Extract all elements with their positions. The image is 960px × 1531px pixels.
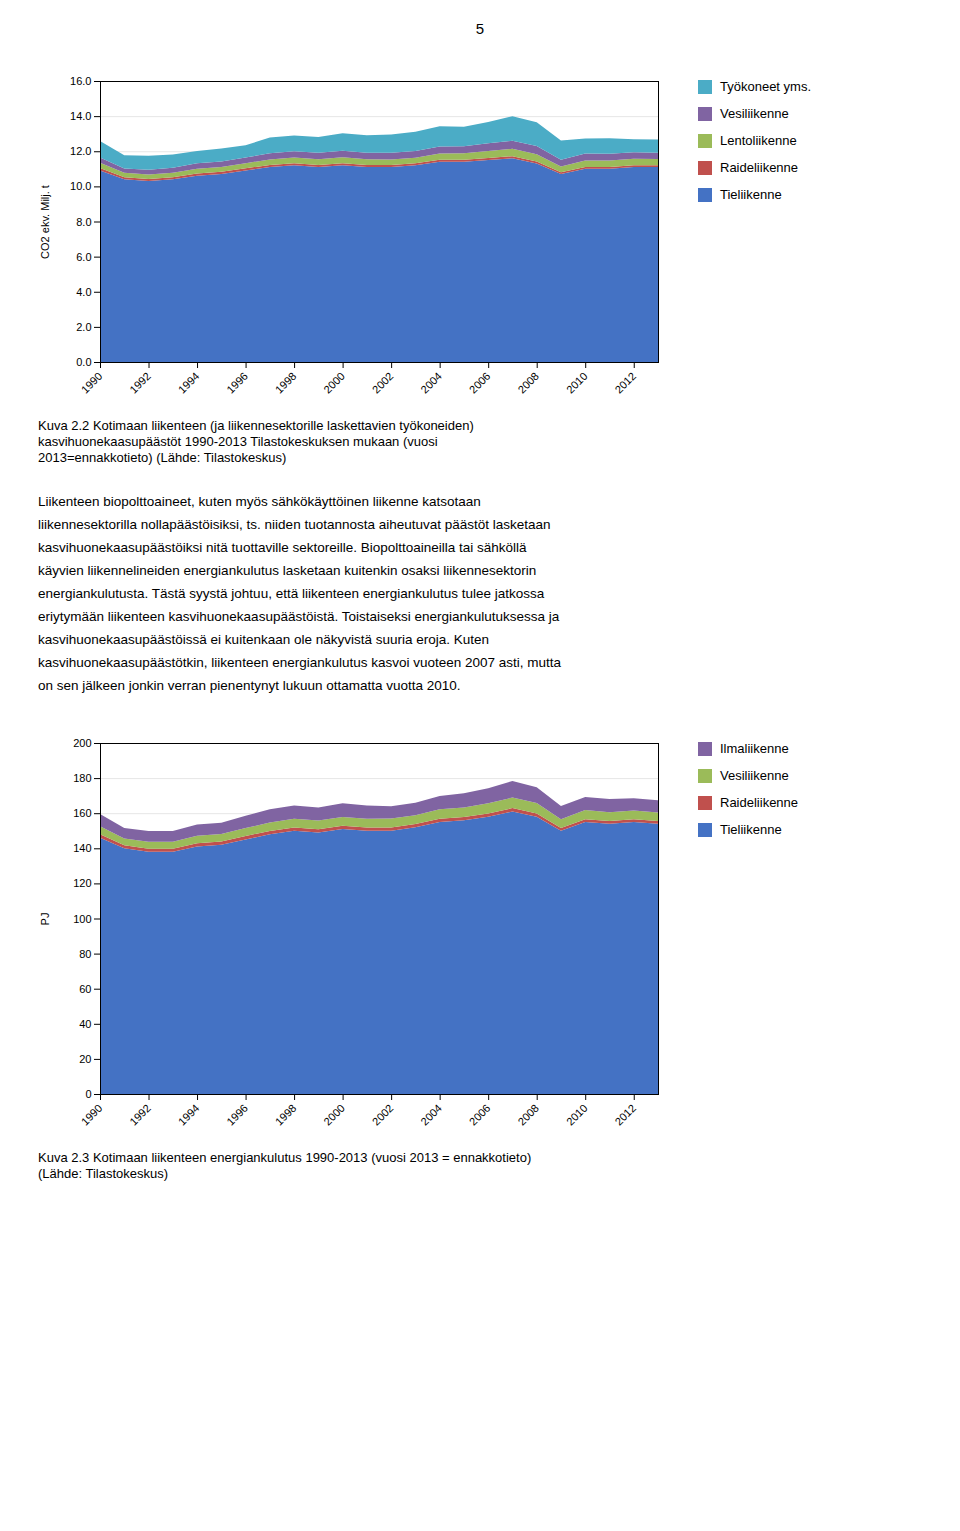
svg-text:20: 20 [79, 1053, 91, 1065]
svg-text:2006: 2006 [467, 1102, 493, 1128]
svg-text:2000: 2000 [321, 370, 347, 396]
html-text:liikennesektorilla nollapäästö: liikennesektorilla nollapäästöisiksi, ts… [38, 517, 551, 532]
html-text:Kuva 2.2 Kotimaan liikenteen (: Kuva 2.2 Kotimaan liikenteen (ja liikenn… [38, 418, 474, 433]
svg-text:8.0: 8.0 [76, 216, 91, 228]
html-text:energiankulutusta. Tästä syyst: energiankulutusta. Tästä syystä johtuu, … [38, 586, 545, 601]
html-text:kasvihuonekaasupäästötkin, lii: kasvihuonekaasupäästötkin, liikenteen en… [38, 655, 562, 670]
svg-text:0.0: 0.0 [76, 356, 91, 368]
svg-text:2004: 2004 [418, 370, 444, 396]
html-text:kasvihuonekaasupäästöiksi nitä: kasvihuonekaasupäästöiksi nitä tuottavil… [38, 540, 527, 555]
html-text:käyvien liikennelineiden energ: käyvien liikennelineiden energiankulutus… [38, 563, 537, 578]
svg-text:1996: 1996 [224, 370, 250, 396]
svg-text:1998: 1998 [273, 1102, 299, 1128]
svg-text:100: 100 [73, 913, 91, 925]
svg-text:80: 80 [79, 948, 91, 960]
svg-text:40: 40 [79, 1018, 91, 1030]
svg-text:2002: 2002 [370, 370, 396, 396]
svg-text:12.0: 12.0 [70, 145, 91, 157]
svg-text:60: 60 [79, 983, 91, 995]
svg-text:6.0: 6.0 [76, 251, 91, 263]
svg-text:10.0: 10.0 [70, 180, 91, 192]
svg-text:14.0: 14.0 [70, 110, 91, 122]
svg-text:2004: 2004 [418, 1102, 444, 1128]
svg-text:1994: 1994 [176, 370, 202, 396]
html-text:Työkoneet yms.: Työkoneet yms. [720, 79, 811, 94]
svg-text:2010: 2010 [564, 1102, 590, 1128]
html-text:Raideliikenne: Raideliikenne [720, 795, 799, 810]
svg-text:2002: 2002 [370, 1102, 396, 1128]
svg-text:1992: 1992 [127, 1102, 153, 1128]
svg-text:1994: 1994 [176, 1102, 202, 1128]
html-text:eriytymään liikenteen kasvihuo: eriytymään liikenteen kasvihuonekaasupää… [38, 609, 560, 624]
svg-text:2008: 2008 [515, 370, 541, 396]
svg-text:1996: 1996 [224, 1102, 250, 1128]
svg-text:1992: 1992 [127, 370, 153, 396]
html-text:(Lähde: Tilastokeskus): (Lähde: Tilastokeskus) [38, 1166, 169, 1181]
html-text:Tieliikenne: Tieliikenne [720, 187, 782, 202]
svg-text:0: 0 [85, 1088, 91, 1100]
html-text:Liikenteen biopolttoaineet, ku: Liikenteen biopolttoaineet, kuten myös s… [38, 494, 481, 509]
svg-text:2.0: 2.0 [76, 321, 91, 333]
svg-text:160: 160 [73, 807, 91, 819]
svg-text:2006: 2006 [467, 370, 493, 396]
html-text:kasvihuonekaasupäästöissä ei k: kasvihuonekaasupäästöissä ei kuitenkaan … [38, 632, 489, 647]
svg-text:2012: 2012 [612, 1102, 638, 1128]
svg-text:CO2 ekv. Milj. t: CO2 ekv. Milj. t [39, 185, 51, 259]
html-text:Vesiliikenne: Vesiliikenne [720, 106, 789, 121]
svg-text:2012: 2012 [612, 370, 638, 396]
svg-text:140: 140 [73, 842, 91, 854]
html-text:5: 5 [475, 20, 485, 37]
html-text:Tieliikenne: Tieliikenne [720, 822, 782, 837]
svg-text:1998: 1998 [273, 370, 299, 396]
html-text:Lentoliikenne: Lentoliikenne [720, 133, 797, 148]
html-text:Vesiliikenne: Vesiliikenne [720, 768, 789, 783]
html-text:on sen jälkeen jonkin verran p: on sen jälkeen jonkin verran pienentynyt… [38, 678, 461, 693]
svg-text:1990: 1990 [79, 1102, 105, 1128]
svg-text:120: 120 [73, 877, 91, 889]
html-text:Raideliikenne: Raideliikenne [720, 160, 799, 175]
svg-text:PJ: PJ [39, 913, 51, 926]
svg-text:4.0: 4.0 [76, 286, 91, 298]
svg-text:1990: 1990 [79, 370, 105, 396]
html-text:2013=ennakkotieto) (Lähde: Til: 2013=ennakkotieto) (Lähde: Tilastokeskus… [38, 450, 287, 465]
svg-text:180: 180 [73, 772, 91, 784]
svg-text:16.0: 16.0 [70, 75, 91, 87]
svg-text:2000: 2000 [321, 1102, 347, 1128]
html-text:kasvihuonekaasupäästöt 1990-20: kasvihuonekaasupäästöt 1990-2013 Tilasto… [38, 434, 438, 449]
svg-text:2010: 2010 [564, 370, 590, 396]
html-text:Ilmaliikenne: Ilmaliikenne [720, 741, 789, 756]
svg-text:2008: 2008 [515, 1102, 541, 1128]
svg-text:200: 200 [73, 737, 91, 749]
html-text:Kuva 2.3 Kotimaan liikenteen e: Kuva 2.3 Kotimaan liikenteen energiankul… [38, 1150, 532, 1165]
